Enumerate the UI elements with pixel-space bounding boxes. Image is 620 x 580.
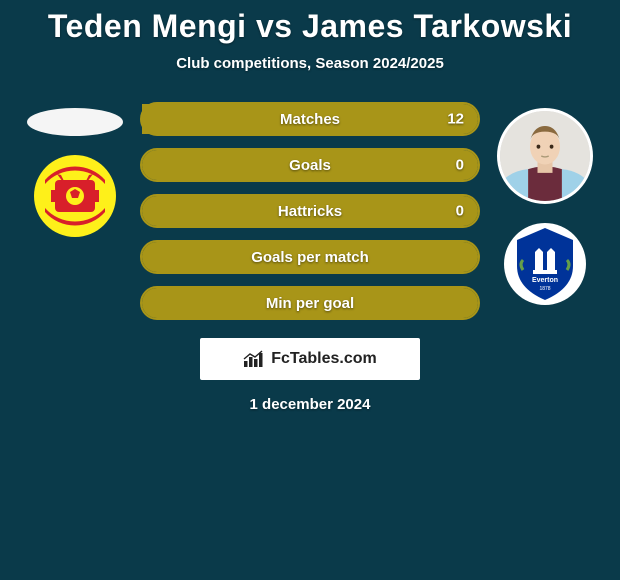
comparison-card: Teden Mengi vs James Tarkowski Club comp…	[0, 0, 620, 413]
stat-row: Min per goal	[140, 286, 480, 320]
subtitle: Club competitions, Season 2024/2025	[0, 55, 620, 72]
club-badge-right: Everton 1878	[503, 222, 587, 306]
player-avatar-icon	[500, 111, 590, 201]
stat-label: Goals per match	[251, 249, 369, 266]
stat-label: Hattricks	[278, 203, 342, 220]
stat-fill-left	[142, 150, 310, 180]
stat-row: Matches 12	[140, 102, 480, 136]
everton-crest-icon: Everton 1878	[503, 222, 587, 306]
player-photo-right	[497, 108, 593, 204]
stat-label: Matches	[280, 111, 340, 128]
stat-row: Goals 0	[140, 148, 480, 182]
player-photo-left	[27, 108, 123, 136]
stat-label: Min per goal	[266, 295, 354, 312]
stat-fill-right	[310, 150, 478, 180]
stat-value-right: 0	[456, 157, 464, 174]
svg-text:1878: 1878	[539, 286, 550, 292]
stat-row: Goals per match	[140, 240, 480, 274]
manutd-crest-icon	[33, 154, 117, 238]
page-title: Teden Mengi vs James Tarkowski	[0, 8, 620, 45]
stat-value-right: 0	[456, 203, 464, 220]
date-text: 1 december 2024	[0, 396, 620, 413]
svg-text:Everton: Everton	[532, 277, 558, 284]
branding-text: FcTables.com	[271, 350, 377, 368]
stat-row: Hattricks 0	[140, 194, 480, 228]
branding-box: FcTables.com	[200, 338, 420, 380]
bar-chart-icon	[243, 350, 265, 368]
stat-value-right: 12	[447, 111, 464, 128]
main-row: Matches 12 Goals 0 Hattricks 0 Goals per match…	[0, 102, 620, 320]
stat-label: Goals	[289, 157, 331, 174]
right-side: Everton 1878	[490, 102, 600, 306]
left-side	[20, 102, 130, 238]
stats-column: Matches 12 Goals 0 Hattricks 0 Goals per match…	[140, 102, 480, 320]
club-badge-left	[33, 154, 117, 238]
